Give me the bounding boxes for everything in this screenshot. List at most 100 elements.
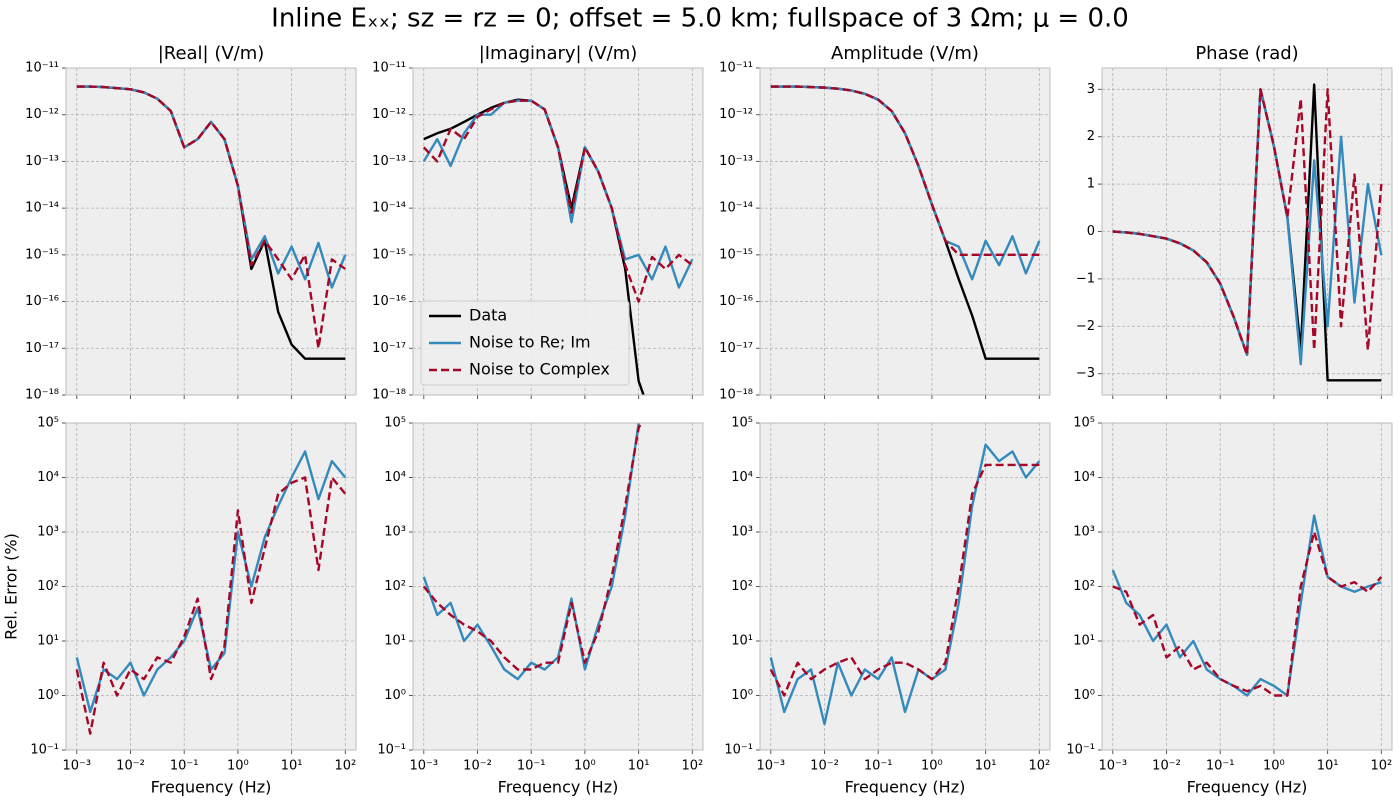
x-tick-label: 10⁻²	[1152, 759, 1181, 774]
series-line	[769, 443, 1041, 726]
x-axis-label: Frequency (Hz)	[845, 778, 966, 797]
series-line	[75, 450, 347, 714]
y-tick-label: 10⁻¹⁵	[25, 247, 59, 262]
y-tick-label: 10⁻¹³	[372, 154, 406, 169]
legend-box	[420, 300, 630, 386]
y-tick-label: 10¹	[37, 634, 59, 649]
y-tick-label: 10⁻¹⁷	[25, 341, 59, 356]
y-tick-label: 10¹	[731, 634, 753, 649]
figure-title: Inline Eₓₓ; sz = rz = 0; offset = 5.0 km…	[271, 4, 1129, 34]
y-tick-label: 10¹	[384, 634, 406, 649]
y-tick-label: −1	[1076, 271, 1095, 286]
x-tick-label: 10⁻¹	[864, 759, 893, 774]
y-tick-label: 10²	[1073, 579, 1095, 594]
y-tick-label: 10⁻¹	[724, 743, 753, 758]
y-tick-label: 10²	[37, 579, 59, 594]
y-tick-label: 10⁻¹⁷	[372, 341, 406, 356]
subplot: 10⁻³ 10⁻² 10⁻¹ 10⁰ 10¹ 10² 10⁻¹ 10⁰ 10¹ 10² 10³ 10⁴…	[377, 416, 704, 797]
x-tick-label: 10⁰	[921, 759, 943, 774]
plot-border	[412, 67, 704, 396]
y-tick-label: 10⁻¹⁴	[25, 201, 59, 216]
y-tick-label: 10⁰	[37, 688, 59, 703]
y-tick-label: 10⁵	[731, 416, 753, 431]
y-tick-label: 10⁵	[384, 416, 406, 431]
subplot: 10⁻³ 10⁻² 10⁻¹ 10⁰ 10¹ 10² 10⁻¹ 10⁰ 10¹ 10² 10³ 10⁴…	[724, 416, 1051, 797]
x-tick-label: 10¹	[1317, 759, 1339, 774]
subplot-title: Phase (rad)	[1195, 43, 1298, 64]
y-tick-label: 10³	[1073, 525, 1095, 540]
plot-border	[65, 67, 357, 396]
y-axis-label: Rel. Error (%)	[2, 533, 21, 640]
y-tick-label: 10⁰	[1073, 688, 1095, 703]
y-tick-label: 10⁴	[731, 470, 753, 485]
x-tick-label: 10⁻²	[116, 759, 145, 774]
plot-border	[412, 422, 704, 751]
x-tick-label: 10²	[334, 759, 356, 774]
y-tick-label: 10⁵	[37, 416, 59, 431]
series-line	[770, 85, 1041, 281]
legend-label: Data	[469, 306, 507, 325]
y-tick-label: 10³	[384, 525, 406, 540]
y-tick-label: 10⁵	[1073, 416, 1095, 431]
y-tick-label: 10⁻¹³	[25, 154, 59, 169]
series-line	[76, 85, 347, 289]
series-line	[75, 476, 347, 735]
x-tick-label: 10⁻³	[1098, 759, 1127, 774]
plot-border	[759, 422, 1051, 751]
x-tick-label: 10⁻²	[810, 759, 839, 774]
y-tick-label: 10³	[37, 525, 59, 540]
y-tick-label: 10⁻¹¹	[372, 61, 406, 76]
y-tick-label: −3	[1076, 366, 1095, 381]
y-tick-label: 10⁻¹⁸	[25, 388, 59, 403]
y-tick-label: 10⁻¹	[377, 743, 406, 758]
series-line	[1112, 88, 1383, 366]
legend: Data Noise to Re; Im Noise to Complex	[420, 300, 630, 386]
y-tick-label: 10²	[384, 579, 406, 594]
y-tick-label: 10⁰	[731, 688, 753, 703]
y-tick-label: 10⁻¹⁸	[719, 388, 753, 403]
plot-border	[759, 67, 1051, 396]
subplot: 10⁻¹⁸ 10⁻¹⁷ 10⁻¹⁶ 10⁻¹⁵ 10⁻¹⁴ 10⁻¹³ 10⁻¹² 10⁻¹¹…	[372, 43, 704, 403]
y-tick-label: 10⁻¹	[1066, 743, 1095, 758]
x-tick-label: 10²	[681, 759, 703, 774]
y-tick-label: 10⁻¹²	[25, 107, 59, 122]
x-tick-label: 10⁻²	[463, 759, 492, 774]
subplot: 10⁻¹⁸ 10⁻¹⁷ 10⁻¹⁶ 10⁻¹⁵ 10⁻¹⁴ 10⁻¹³ 10⁻¹² 10⁻¹¹…	[719, 43, 1051, 403]
y-tick-label: 0	[1087, 224, 1095, 239]
subplot: 10⁻³ 10⁻² 10⁻¹ 10⁰ 10¹ 10² 10⁻¹ 10⁰ 10¹ 10² 10³ 10⁴…	[1066, 416, 1393, 797]
y-tick-label: 10⁻¹⁵	[372, 247, 406, 262]
y-tick-label: 10⁻¹¹	[719, 61, 753, 76]
series-line	[769, 463, 1040, 697]
y-tick-label: 10¹	[1073, 634, 1095, 649]
x-tick-label: 10⁰	[574, 759, 596, 774]
y-tick-label: 1	[1087, 177, 1095, 192]
series-line	[1111, 514, 1382, 697]
plot-border	[1101, 67, 1393, 396]
y-tick-label: 2	[1087, 129, 1095, 144]
y-tick-label: 10⁻¹⁷	[719, 341, 753, 356]
x-tick-label: 10¹	[281, 759, 303, 774]
x-tick-label: 10⁻¹	[1206, 759, 1235, 774]
x-tick-label: 10⁰	[1263, 759, 1285, 774]
y-tick-label: 10⁴	[37, 470, 59, 485]
y-tick-label: 10⁰	[384, 688, 406, 703]
x-axis-label: Frequency (Hz)	[151, 778, 272, 797]
x-tick-label: 10⁰	[227, 759, 249, 774]
y-tick-label: 10⁻¹³	[719, 154, 753, 169]
subplot-title: |Real| (V/m)	[158, 43, 265, 64]
subplot-title: |Imaginary| (V/m)	[479, 43, 638, 64]
y-tick-label: 10⁻¹⁴	[372, 201, 406, 216]
y-tick-label: 10⁻¹⁶	[25, 294, 59, 309]
series-line	[76, 85, 347, 350]
y-tick-label: 10⁴	[384, 470, 406, 485]
x-tick-label: 10¹	[975, 759, 997, 774]
x-tick-label: 10⁻¹	[517, 759, 546, 774]
series-line	[422, 99, 694, 303]
y-tick-label: 10⁻¹⁶	[372, 294, 406, 309]
plot-border	[65, 422, 357, 751]
x-tick-label: 10¹	[628, 759, 650, 774]
y-tick-label: 10⁻¹¹	[25, 61, 59, 76]
y-tick-label: 10⁻¹	[30, 743, 59, 758]
y-tick-label: 10⁻¹⁶	[719, 294, 753, 309]
